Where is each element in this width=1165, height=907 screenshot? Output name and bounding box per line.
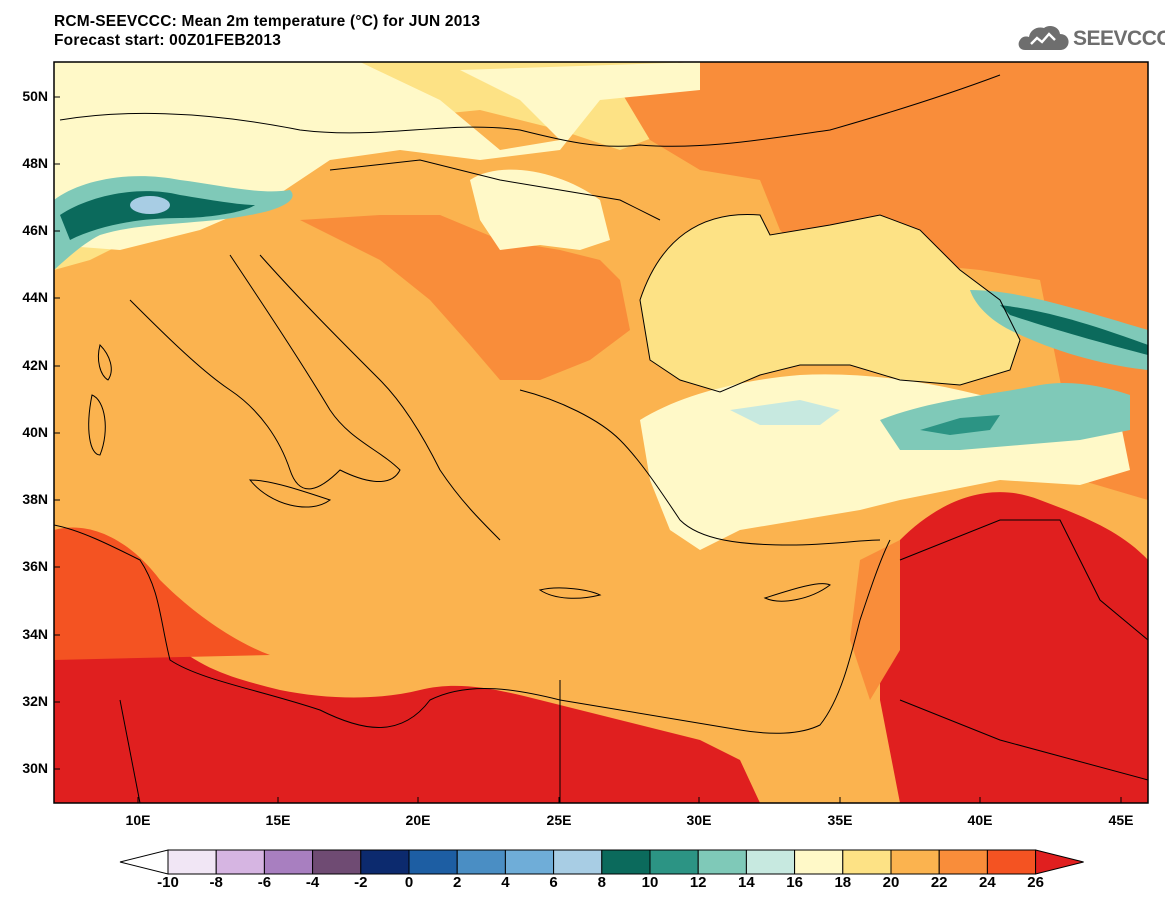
lon-label: 15E bbox=[265, 812, 291, 828]
lat-label: 44N bbox=[22, 289, 48, 305]
field-black-sea bbox=[640, 214, 1020, 392]
field-alps-peak bbox=[130, 196, 170, 214]
colorbar-label: 10 bbox=[641, 874, 659, 891]
colorbar-box bbox=[986, 849, 1037, 875]
logo-text: SEEVCCC bbox=[1073, 27, 1165, 50]
field-sahara bbox=[54, 597, 760, 803]
colorbar-box bbox=[504, 849, 555, 875]
lon-label: 25E bbox=[546, 812, 572, 828]
colorbar-label: -10 bbox=[157, 874, 179, 891]
colorbar-label: 26 bbox=[1027, 874, 1044, 891]
colorbar-box bbox=[697, 849, 747, 875]
colorbar-label: -2 bbox=[354, 874, 368, 891]
colorbar-label: -4 bbox=[305, 874, 320, 891]
colorbar-label: 0 bbox=[404, 874, 414, 891]
colorbar-label: 22 bbox=[930, 874, 948, 891]
coastlines bbox=[54, 74, 1148, 803]
field-alps-dark bbox=[60, 191, 255, 240]
field-balkans bbox=[300, 215, 630, 380]
colorbar-label: 2 bbox=[453, 874, 462, 891]
colorbar-box bbox=[890, 849, 940, 875]
field-east-anatolia-dark bbox=[920, 415, 1000, 435]
colorbar-label: 24 bbox=[979, 874, 996, 891]
colorbar-label: 4 bbox=[501, 874, 510, 891]
field-arabia bbox=[880, 492, 1148, 803]
colorbar-label: 6 bbox=[549, 874, 558, 891]
lat-label: 50N bbox=[22, 88, 48, 104]
colorbar-label: 16 bbox=[786, 874, 803, 891]
field-carpathians bbox=[470, 169, 610, 250]
lon-label: 35E bbox=[827, 812, 853, 828]
colorbar-box bbox=[312, 849, 362, 875]
lat-label: 42N bbox=[22, 357, 48, 373]
colorbar-under-triangle bbox=[119, 849, 169, 875]
seevccc-logo: SEEVCCC bbox=[1017, 22, 1165, 56]
colorbar-boxes bbox=[119, 849, 1084, 875]
colorbar-box bbox=[842, 849, 892, 875]
map-field bbox=[54, 62, 1148, 803]
forecast-start: Forecast start: 00Z01FEB2013 bbox=[54, 32, 282, 49]
colorbar-box bbox=[649, 849, 699, 875]
lon-label: 10E bbox=[125, 812, 151, 828]
lat-label: 36N bbox=[22, 558, 48, 574]
colorbar-box bbox=[745, 849, 796, 875]
colorbar-label: 14 bbox=[738, 874, 755, 891]
lat-label: 48N bbox=[22, 155, 48, 171]
colorbar-label: 12 bbox=[689, 874, 707, 891]
colorbar-label: -6 bbox=[257, 874, 272, 891]
lat-label: 32N bbox=[22, 693, 48, 709]
colorbar-box bbox=[456, 849, 506, 875]
colorbar-box bbox=[601, 849, 651, 875]
lon-label: 30E bbox=[686, 812, 712, 828]
lon-label: 20E bbox=[405, 812, 431, 828]
colorbar-box bbox=[794, 849, 844, 875]
lat-label: 46N bbox=[22, 222, 48, 238]
colorbar-box bbox=[553, 849, 603, 875]
cloud-logo-icon bbox=[1018, 26, 1069, 50]
colorbar-box bbox=[360, 849, 410, 875]
lat-label: 38N bbox=[22, 491, 48, 507]
lon-label: 45E bbox=[1108, 812, 1134, 828]
axis-ticks bbox=[54, 96, 1122, 803]
field-anatolia-blue bbox=[730, 400, 840, 425]
colorbar-label: -8 bbox=[209, 874, 223, 891]
map-title: RCM-SEEVCCC: Mean 2m temperature (°C) fo… bbox=[54, 13, 481, 30]
colorbar-box bbox=[167, 849, 217, 875]
colorbar-label: 18 bbox=[834, 874, 852, 891]
lat-label: 40N bbox=[22, 424, 48, 440]
field-caucasus-dark bbox=[1000, 305, 1148, 355]
lon-label: 40E bbox=[967, 812, 993, 828]
field-levant bbox=[850, 540, 900, 700]
field-east-orange bbox=[620, 62, 1148, 500]
lat-label: 34N bbox=[22, 626, 48, 642]
colorbar-box bbox=[215, 849, 265, 875]
colorbar-box bbox=[408, 849, 458, 875]
lat-label: 30N bbox=[22, 760, 48, 776]
colorbar-over-triangle bbox=[1035, 849, 1084, 875]
colorbar-box bbox=[938, 849, 988, 875]
field-sahara-edge bbox=[54, 527, 270, 660]
map-title-block: RCM-SEEVCCC: Mean 2m temperature (°C) fo… bbox=[54, 12, 480, 50]
colorbar-label: 8 bbox=[597, 874, 606, 891]
colorbar-label: 20 bbox=[882, 874, 900, 891]
colorbar-box bbox=[263, 849, 314, 875]
